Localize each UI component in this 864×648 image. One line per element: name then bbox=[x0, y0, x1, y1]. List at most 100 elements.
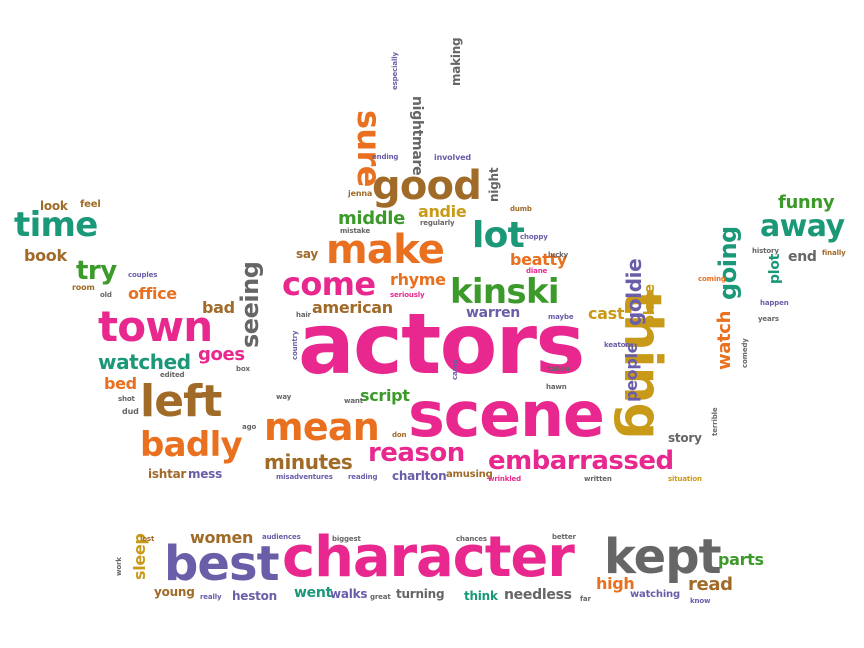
cloud-word-watch: watch bbox=[714, 310, 735, 370]
cloud-word-make: make bbox=[326, 227, 445, 273]
cloud-word-amusing: amusing bbox=[446, 469, 493, 480]
cloud-word-maybe: maybe bbox=[548, 313, 574, 321]
cloud-word-especially: especially bbox=[391, 52, 399, 90]
cloud-word-audiences: audiences bbox=[262, 533, 301, 541]
cloud-word-bad: bad bbox=[202, 298, 235, 317]
cloud-word-rhyme: rhyme bbox=[390, 270, 446, 289]
cloud-word-hair: hair bbox=[296, 311, 311, 319]
cloud-word-came: came bbox=[451, 359, 459, 380]
cloud-word-high: high bbox=[596, 574, 635, 593]
cloud-word-read: read bbox=[688, 574, 733, 595]
cloud-word-want: want bbox=[344, 397, 363, 405]
cloud-word-coming: coming bbox=[698, 275, 726, 283]
cloud-word-mean: mean bbox=[264, 405, 380, 449]
cloud-word-goldie: goldie bbox=[622, 258, 646, 326]
cloud-word-seriously: seriously bbox=[390, 291, 425, 299]
cloud-word-couples: couples bbox=[128, 271, 158, 279]
cloud-word-years: years bbox=[758, 315, 779, 323]
cloud-word-wrinkled: wrinkled bbox=[488, 475, 521, 483]
cloud-word-sure: sure bbox=[350, 110, 388, 187]
cloud-word-nightmare: nightmare bbox=[409, 96, 425, 176]
cloud-word-try: try bbox=[76, 256, 117, 286]
cloud-word-written: written bbox=[584, 475, 612, 483]
cloud-word-terrible: terrible bbox=[711, 407, 719, 436]
cloud-word-night: night bbox=[487, 167, 501, 202]
cloud-word-parts: parts bbox=[718, 550, 764, 569]
cloud-word-jenna: jenna bbox=[348, 189, 373, 198]
cloud-word-kept: kept bbox=[604, 529, 722, 585]
cloud-word-making: making bbox=[449, 37, 463, 86]
cloud-word-misadventures: misadventures bbox=[276, 473, 333, 481]
cloud-word-reason: reason bbox=[368, 438, 465, 468]
cloud-word-think: think bbox=[464, 589, 498, 603]
cloud-word-lucky: lucky bbox=[548, 251, 569, 259]
cloud-word-young: young bbox=[154, 585, 195, 599]
cloud-word-don: don bbox=[392, 431, 407, 439]
cloud-word-goes: goes bbox=[198, 344, 245, 365]
cloud-word-needless: needless bbox=[504, 587, 572, 603]
cloud-word-end: end bbox=[788, 249, 817, 265]
cloud-word-script: script bbox=[360, 386, 410, 405]
cloud-word-women: women bbox=[190, 528, 254, 547]
cloud-word-ishtar: ishtar bbox=[148, 467, 187, 481]
cloud-word-lot: lot bbox=[472, 215, 525, 256]
cloud-word-feel: feel bbox=[80, 199, 101, 210]
cloud-word-dumb: dumb bbox=[510, 205, 532, 213]
cloud-word-scene: scene bbox=[408, 378, 605, 451]
cloud-word-ago: ago bbox=[242, 423, 257, 431]
cloud-word-office: office bbox=[128, 284, 177, 303]
cloud-word-dud: dud bbox=[122, 407, 139, 416]
cloud-word-know: know bbox=[690, 597, 711, 605]
cloud-word-cast: cast bbox=[588, 304, 625, 323]
cloud-word-funny: funny bbox=[778, 192, 835, 213]
cloud-word-chances: chances bbox=[456, 535, 487, 543]
cloud-word-going: going bbox=[714, 226, 742, 300]
cloud-word-good: good bbox=[372, 163, 482, 209]
cloud-word-keaton: keaton bbox=[604, 341, 631, 349]
cloud-word-comedy: comedy bbox=[741, 338, 749, 368]
cloud-word-finally: finally bbox=[822, 249, 846, 257]
cloud-word-middle: middle bbox=[338, 208, 405, 229]
cloud-word-hawn: hawn bbox=[546, 383, 567, 391]
cloud-word-went: went bbox=[294, 585, 332, 601]
cloud-word-warren: warren bbox=[466, 305, 520, 321]
cloud-word-work: work bbox=[115, 557, 123, 576]
cloud-word-taken: taken bbox=[548, 365, 570, 373]
cloud-word-charlton: charlton bbox=[392, 469, 447, 483]
cloud-word-happen: happen bbox=[760, 299, 789, 307]
cloud-word-box: box bbox=[236, 365, 250, 373]
cloud-word-room: room bbox=[72, 283, 95, 292]
cloud-word-shot: shot bbox=[118, 395, 135, 403]
cloud-word-plot: plot bbox=[767, 253, 783, 284]
cloud-word-great: great bbox=[370, 593, 391, 601]
cloud-word-really: really bbox=[200, 593, 222, 601]
cloud-word-beatty: beatty bbox=[510, 250, 567, 269]
cloud-word-way: way bbox=[276, 393, 292, 401]
cloud-word-watched: watched bbox=[98, 350, 191, 374]
cloud-word-place: place bbox=[642, 284, 658, 325]
cloud-word-far: far bbox=[580, 595, 591, 603]
cloud-word-situation: situation bbox=[668, 475, 702, 483]
cloud-word-story: story bbox=[668, 431, 702, 445]
cloud-word-biggest: biggest bbox=[332, 535, 361, 543]
cloud-word-kinski: kinski bbox=[450, 272, 560, 312]
cloud-word-edited: edited bbox=[160, 371, 185, 379]
cloud-word-turning: turning bbox=[396, 587, 445, 601]
cloud-word-reading: reading bbox=[348, 473, 378, 481]
cloud-word-involved: involved bbox=[434, 153, 471, 162]
cloud-word-old: old bbox=[100, 291, 112, 299]
cloud-word-minutes: minutes bbox=[264, 450, 353, 474]
cloud-word-better: better bbox=[552, 533, 576, 541]
cloud-word-andie: andie bbox=[418, 202, 467, 221]
cloud-word-character: character bbox=[282, 525, 575, 590]
cloud-word-away: away bbox=[760, 209, 845, 244]
cloud-word-history: history bbox=[752, 247, 779, 255]
cloud-word-book: book bbox=[24, 246, 67, 265]
cloud-word-american: american bbox=[312, 298, 393, 317]
cloud-word-come: come bbox=[282, 265, 376, 303]
cloud-word-bed: bed bbox=[104, 374, 137, 393]
cloud-word-walks: walks bbox=[330, 587, 368, 601]
cloud-word-mistake: mistake bbox=[340, 227, 371, 235]
cloud-word-seeing: seeing bbox=[236, 261, 264, 348]
cloud-word-best: best bbox=[164, 536, 280, 592]
